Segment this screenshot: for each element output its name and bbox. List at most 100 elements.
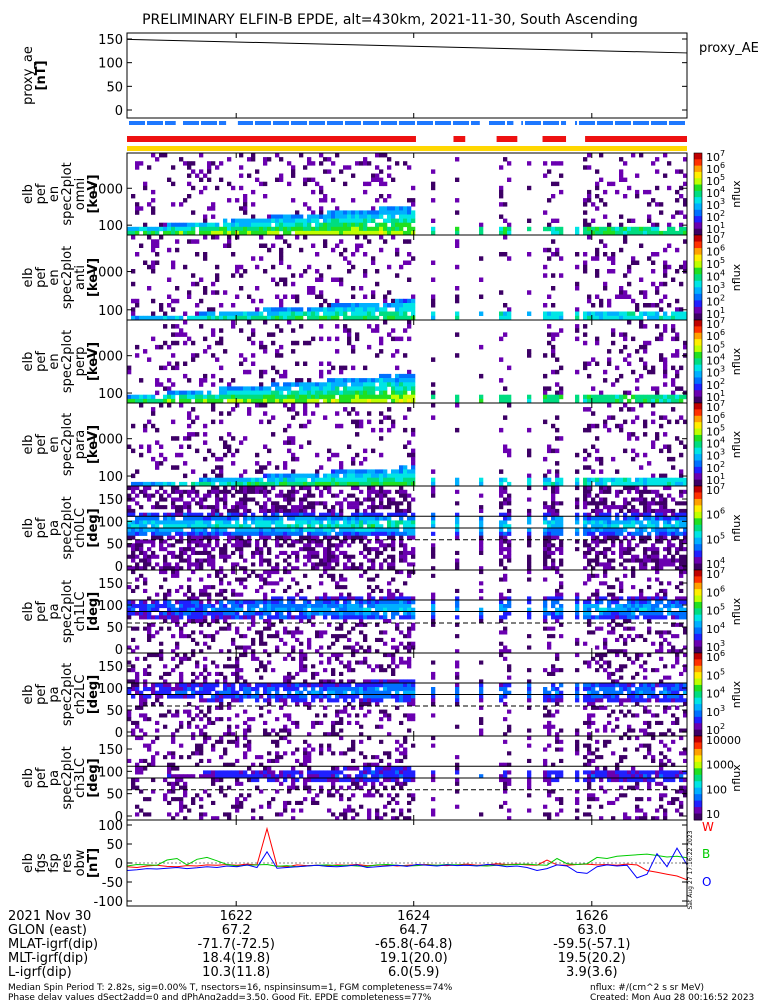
- spectrogram-cell: [295, 626, 300, 631]
- spectrogram-cell: [287, 214, 292, 219]
- spectrogram-cell: [407, 516, 412, 521]
- spectrogram-cell: [631, 260, 636, 265]
- spectrogram-cell: [151, 607, 156, 612]
- spectrogram-cell: [583, 218, 588, 223]
- spectrogram-cell: [219, 547, 224, 552]
- spectrogram-cell: [375, 649, 380, 654]
- spectrogram-cell: [283, 477, 288, 483]
- spectrogram-cell: [247, 411, 252, 416]
- y-axis-label-line: anti: [73, 265, 88, 290]
- spectrogram-cell: [659, 332, 664, 337]
- spectrogram-cell: [607, 226, 612, 232]
- spectrogram-cell: [675, 311, 680, 316]
- spectrogram-cell: [591, 520, 596, 525]
- spectrogram-cell: [319, 489, 324, 494]
- spectrogram-cell: [619, 407, 624, 412]
- spectrogram-cell: [203, 615, 208, 620]
- spectrogram-cell: [279, 256, 284, 261]
- spectrogram-cell: [503, 394, 508, 400]
- spectrogram-cell: [559, 365, 564, 371]
- spectrogram-cell: [227, 477, 232, 483]
- spectrogram-cell: [275, 353, 280, 358]
- spectrogram-cell: [499, 550, 504, 555]
- spectrogram-cell: [167, 277, 172, 282]
- spectrogram-cell: [659, 497, 664, 502]
- spectrogram-cell: [291, 294, 296, 299]
- spectrogram-cell: [199, 577, 204, 582]
- spectrogram-cell: [179, 505, 184, 510]
- spectrogram-cell: [631, 336, 636, 342]
- spectrogram-cell: [267, 626, 272, 631]
- spectrogram-cell: [383, 489, 388, 494]
- spectrogram-cell: [363, 181, 368, 187]
- spectrogram-cell: [551, 336, 556, 342]
- spectrogram-cell: [683, 489, 688, 494]
- spectrogram-cell: [595, 185, 600, 191]
- spectrogram-cell: [503, 315, 508, 321]
- spectrogram-cell: [315, 386, 320, 391]
- colorbar-segment: [694, 377, 702, 385]
- spectrogram-cell: [139, 452, 144, 458]
- spectrogram-cell: [267, 558, 272, 563]
- spectrogram-cell: [223, 386, 228, 391]
- spectrogram-cell: [367, 489, 372, 494]
- spectrogram-cell: [251, 562, 256, 567]
- spectrogram-cell: [291, 600, 296, 605]
- colorbar-segment: [694, 178, 702, 186]
- spectrogram-cell: [143, 615, 148, 620]
- spectrogram-cell: [199, 398, 204, 404]
- spectrogram-cell: [391, 235, 396, 240]
- spectrogram-cell: [623, 477, 628, 483]
- spectrogram-cell: [263, 543, 268, 548]
- spectrogram-cell: [307, 493, 312, 498]
- spectrogram-cell: [527, 477, 532, 483]
- spectrogram-cell: [627, 311, 632, 316]
- spectrogram-cell: [299, 315, 304, 321]
- spectrogram-cell: [631, 516, 636, 521]
- spectrogram-cell: [303, 340, 308, 346]
- spectrogram-cell: [307, 286, 312, 291]
- spectrogram-cell: [223, 550, 228, 555]
- spectrogram-cell: [635, 531, 640, 536]
- spectrogram-cell: [159, 615, 164, 620]
- spectrogram-cell: [603, 226, 608, 232]
- spectrogram-cell: [255, 528, 260, 533]
- spectrogram-cell: [299, 512, 304, 517]
- spectrogram-cell: [647, 520, 652, 525]
- spectrogram-cell: [627, 226, 632, 232]
- spectrogram-cell: [195, 239, 200, 244]
- spectrogram-cell: [551, 194, 556, 199]
- spectrogram-cell: [319, 230, 324, 236]
- spectrogram-cell: [211, 161, 216, 166]
- spectrogram-cell: [411, 535, 416, 540]
- spectrogram-cell: [239, 473, 244, 479]
- spectrogram-cell: [607, 311, 612, 316]
- spectrogram-cell: [287, 611, 292, 616]
- spectrogram-cell: [263, 194, 268, 199]
- spectrogram-cell: [143, 607, 148, 612]
- spectrogram-cell: [243, 206, 248, 211]
- spectrogram-cell: [643, 394, 648, 400]
- spectrogram-cell: [315, 520, 320, 525]
- spectrogram-cell: [399, 307, 404, 312]
- spectrogram-cell: [431, 543, 436, 548]
- spectrogram-cell: [283, 382, 288, 387]
- spectrogram-cell: [159, 315, 164, 321]
- spectrogram-cell: [391, 353, 396, 358]
- spectrogram-cell: [211, 214, 216, 219]
- spectrogram-cell: [391, 230, 396, 236]
- spectrogram-cell: [387, 226, 392, 232]
- spectrogram-cell: [171, 436, 176, 441]
- spectrogram-cell: [155, 512, 160, 517]
- spectrogram-cell: [587, 398, 592, 404]
- spectrogram-cell: [431, 294, 436, 299]
- spectrogram-cell: [143, 558, 148, 563]
- spectrogram-cell: [651, 198, 656, 203]
- spectrogram-cell: [627, 353, 632, 358]
- spectrogram-cell: [431, 311, 436, 316]
- spectrogram-cell: [355, 531, 360, 536]
- spectrogram-cell: [347, 558, 352, 563]
- spectrogram-cell: [207, 230, 212, 236]
- spectrogram-cell: [335, 596, 340, 601]
- spectrogram-cell: [315, 218, 320, 223]
